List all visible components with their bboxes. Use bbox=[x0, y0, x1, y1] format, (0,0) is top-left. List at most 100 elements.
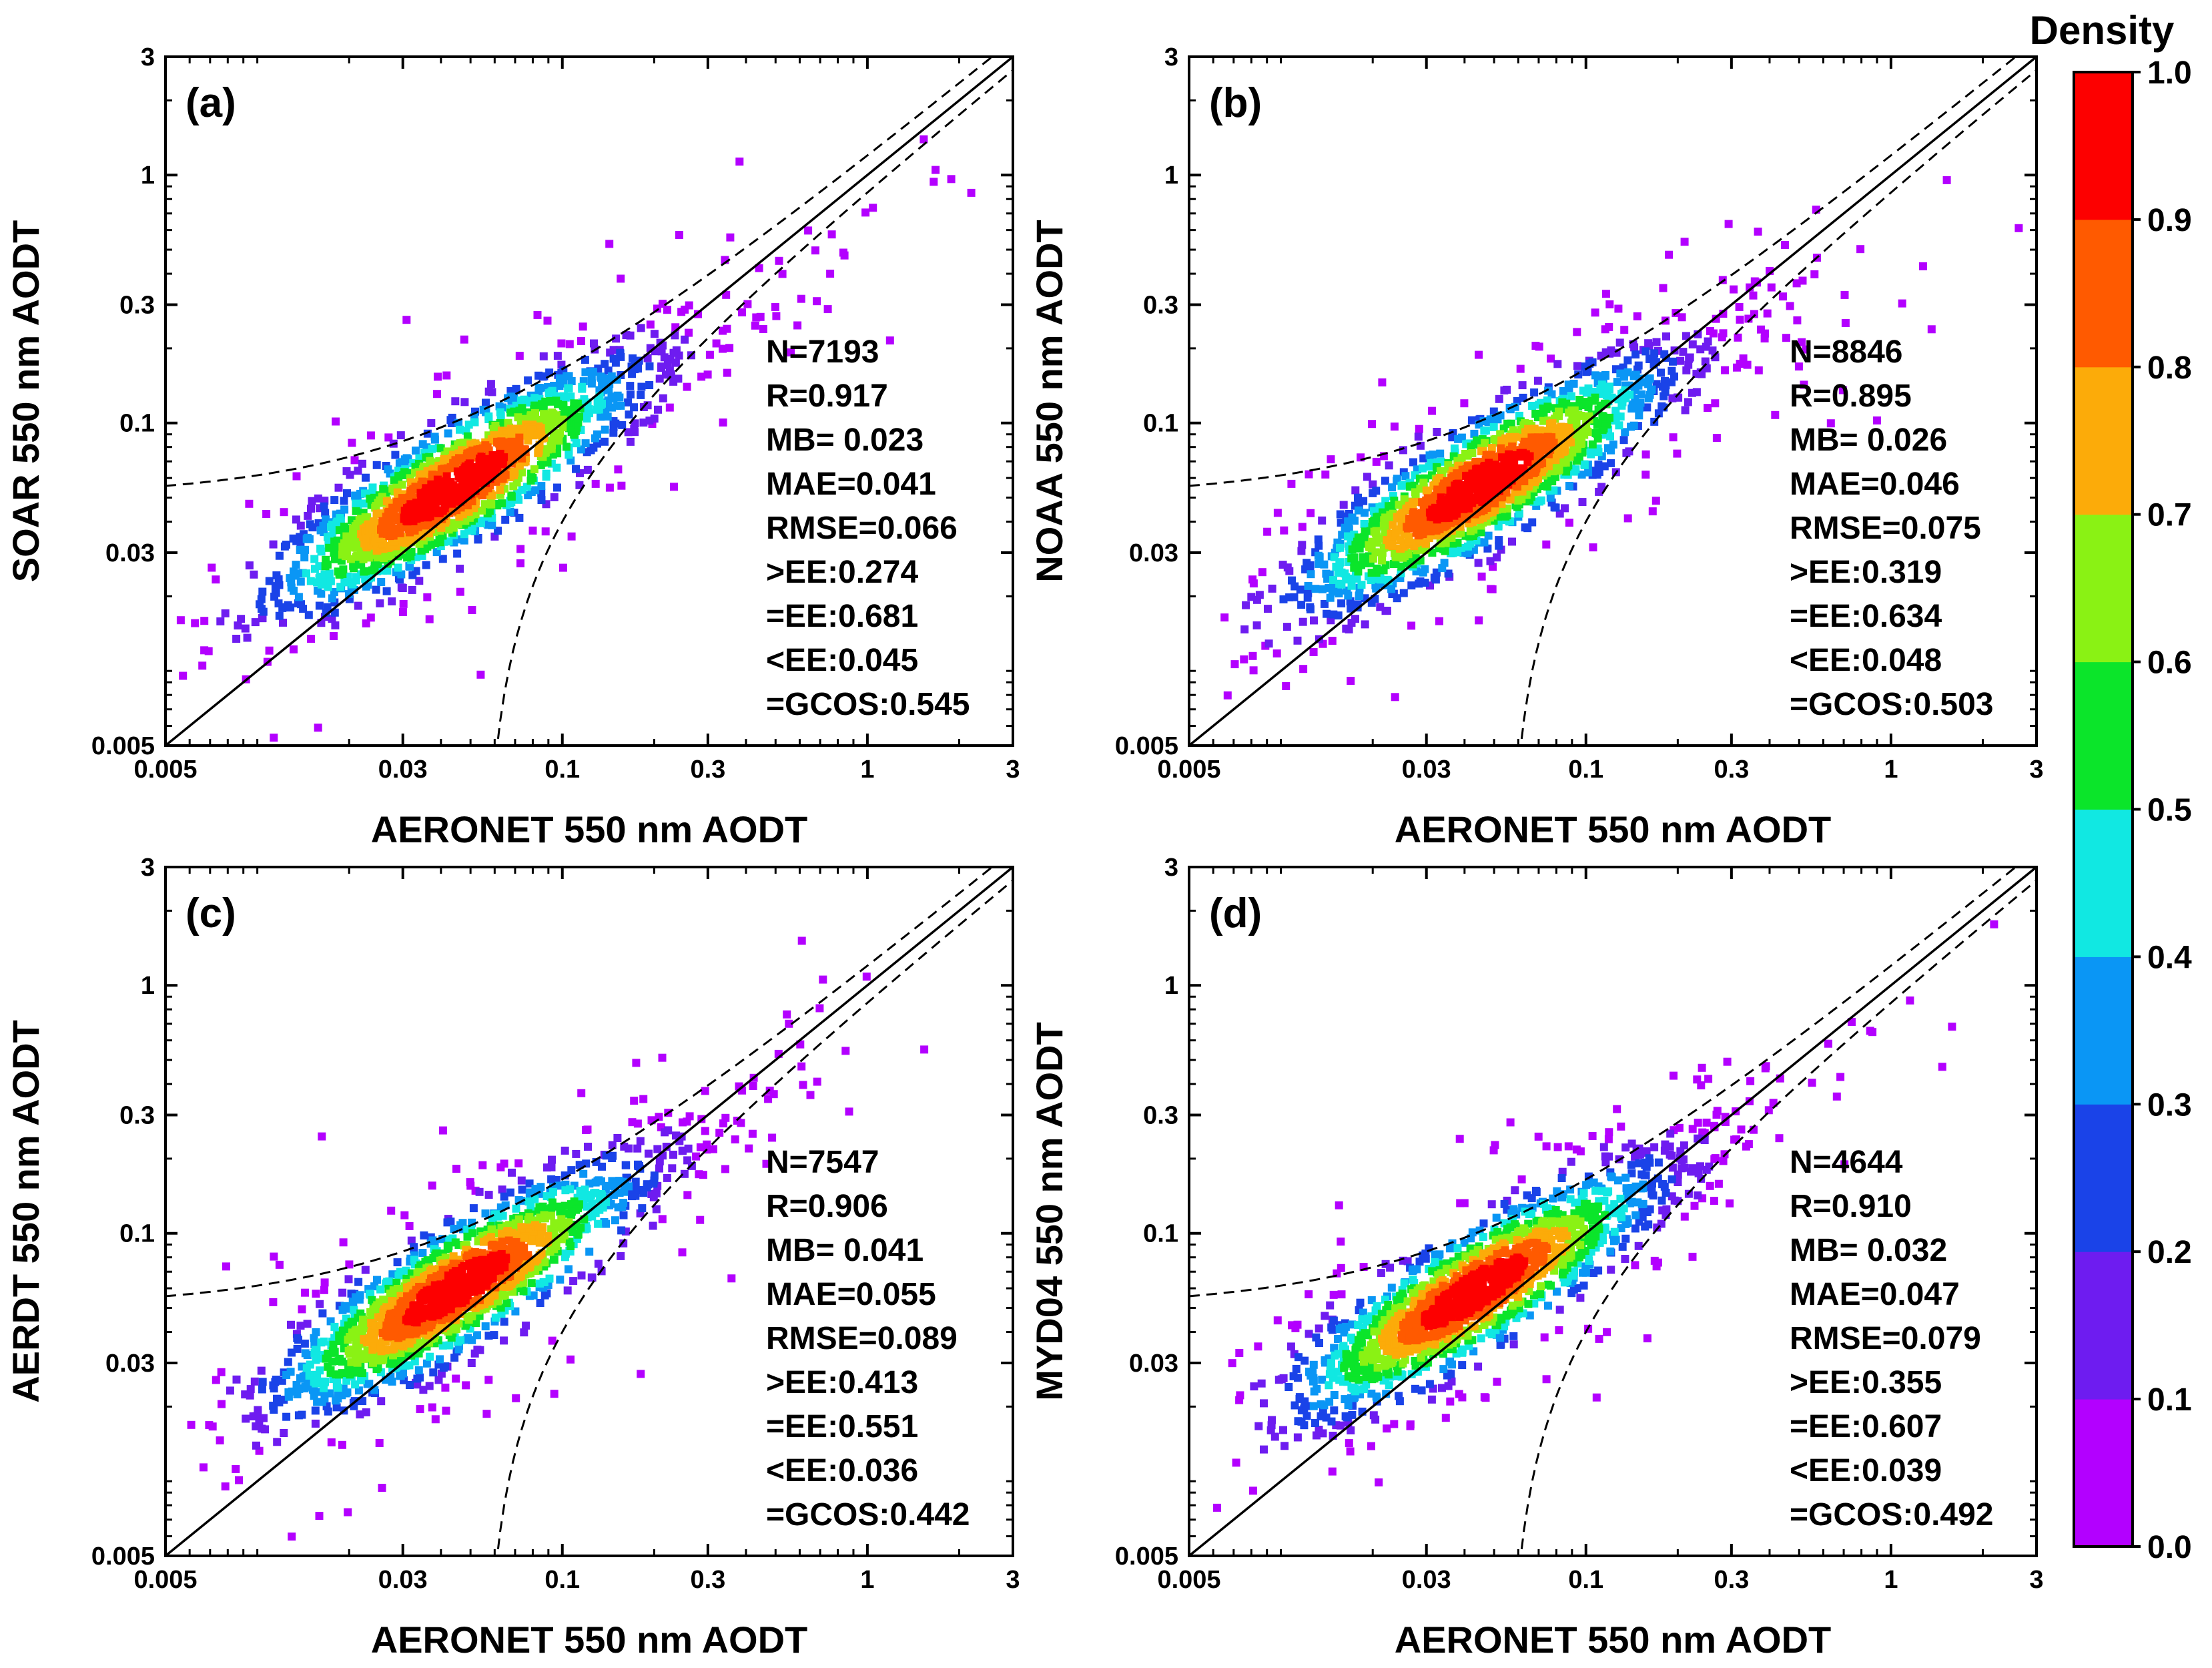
scatter-point bbox=[452, 1374, 460, 1383]
scatter-point bbox=[626, 382, 635, 390]
scatter-point bbox=[460, 335, 468, 344]
scatter-point bbox=[639, 419, 648, 427]
scatter-point bbox=[316, 1300, 324, 1308]
scatter-point bbox=[408, 585, 416, 594]
scatter-point bbox=[787, 348, 795, 356]
scatter-point bbox=[1792, 279, 1801, 288]
scatter-point bbox=[275, 1260, 284, 1269]
scatter-point bbox=[496, 412, 505, 421]
scatter-point bbox=[655, 1164, 663, 1173]
scatter-point bbox=[1530, 388, 1539, 396]
scatter-point bbox=[752, 313, 761, 322]
scatter-point bbox=[1629, 372, 1638, 380]
scatter-point bbox=[298, 1305, 306, 1314]
scatter-point bbox=[587, 1273, 596, 1282]
scatter-point bbox=[815, 1004, 824, 1013]
scatter-point bbox=[583, 465, 592, 474]
scatter-point bbox=[434, 1376, 443, 1384]
scatter-point bbox=[1415, 425, 1423, 433]
x-tick-label: 3 bbox=[1006, 756, 1020, 784]
scatter-point bbox=[1578, 498, 1587, 507]
scatter-point bbox=[1440, 559, 1449, 567]
scatter-point bbox=[387, 1206, 396, 1215]
scatter-point bbox=[1248, 651, 1257, 660]
scatter-point bbox=[250, 1377, 259, 1386]
scatter-point bbox=[1657, 368, 1665, 377]
scatter-point bbox=[514, 461, 522, 470]
scatter-point bbox=[425, 1382, 434, 1390]
scatter-point bbox=[652, 1205, 661, 1213]
scatter-point bbox=[301, 1288, 310, 1297]
scatter-point bbox=[416, 1405, 424, 1414]
scatter-point bbox=[1927, 325, 1936, 334]
scatter-point bbox=[622, 1161, 631, 1169]
scatter-point bbox=[1381, 477, 1389, 485]
scatter-point bbox=[1651, 497, 1660, 505]
scatter-point bbox=[235, 1476, 243, 1484]
scatter-point bbox=[257, 1366, 266, 1375]
scatter-point bbox=[320, 1278, 329, 1287]
scatter-point bbox=[650, 330, 659, 338]
scatter-point bbox=[593, 397, 602, 406]
scatter-point bbox=[617, 1252, 625, 1260]
scatter-point bbox=[631, 1177, 640, 1186]
scatter-point bbox=[512, 1204, 520, 1213]
scatter-point bbox=[632, 1059, 641, 1067]
scatter-point bbox=[1376, 603, 1385, 611]
scatter-point bbox=[517, 1176, 526, 1185]
scatter-point bbox=[920, 1045, 929, 1054]
scatter-point bbox=[284, 601, 292, 609]
scatter-point bbox=[1429, 451, 1437, 459]
scatter-point bbox=[1573, 362, 1581, 370]
scatter-point bbox=[398, 481, 406, 489]
scatter-point bbox=[638, 1204, 647, 1213]
scatter-point bbox=[608, 1154, 617, 1162]
scatter-point bbox=[462, 1381, 470, 1390]
scatter-point bbox=[438, 555, 447, 563]
scatter-point bbox=[252, 1441, 260, 1450]
scatter-point bbox=[1471, 441, 1479, 449]
scatter-point bbox=[251, 618, 260, 627]
scatter-point bbox=[500, 1192, 508, 1201]
scatter-point bbox=[1779, 292, 1788, 301]
scatter-point bbox=[543, 316, 552, 325]
scatter-point bbox=[1230, 660, 1239, 669]
scatter-point bbox=[1495, 394, 1503, 403]
stat-line: MAE=0.041 bbox=[766, 467, 936, 502]
scatter-point bbox=[1615, 338, 1624, 347]
scatter-point bbox=[1372, 487, 1381, 495]
scatter-point bbox=[745, 1144, 753, 1153]
scatter-point bbox=[775, 256, 783, 265]
scatter-point bbox=[433, 390, 441, 398]
scatter-point bbox=[292, 515, 300, 524]
scatter-point bbox=[1401, 472, 1410, 481]
scatter-point bbox=[258, 1385, 266, 1394]
scatter-point bbox=[1565, 482, 1573, 490]
scatter-point bbox=[345, 1260, 354, 1269]
scatter-point bbox=[1357, 581, 1366, 589]
scatter-point bbox=[715, 1129, 724, 1137]
scatter-point bbox=[384, 433, 393, 442]
scatter-point bbox=[473, 1331, 481, 1340]
one-to-one-line bbox=[165, 57, 1013, 746]
scatter-point bbox=[919, 135, 928, 144]
x-tick-label: 0.3 bbox=[690, 756, 725, 784]
scatter-point bbox=[1607, 459, 1615, 467]
scatter-point bbox=[326, 577, 335, 585]
scatter-point bbox=[569, 1277, 578, 1286]
scatter-point bbox=[1389, 521, 1397, 529]
scatter-point bbox=[428, 1403, 436, 1412]
scatter-point bbox=[719, 1119, 727, 1128]
y-axis-title: NOAA 550 nm AODT bbox=[1028, 220, 1070, 582]
scatter-point bbox=[590, 339, 598, 348]
scatter-point bbox=[1311, 585, 1320, 593]
scatter-point bbox=[1528, 402, 1537, 410]
scatter-point bbox=[1407, 621, 1416, 630]
scatter-point bbox=[1249, 579, 1258, 588]
scatter-point bbox=[1388, 483, 1397, 492]
scatter-point bbox=[260, 1414, 268, 1422]
scatter-point bbox=[645, 381, 654, 389]
scatter-point bbox=[637, 324, 645, 332]
scatter-point bbox=[464, 1334, 472, 1342]
scatter-point bbox=[1453, 498, 1462, 507]
